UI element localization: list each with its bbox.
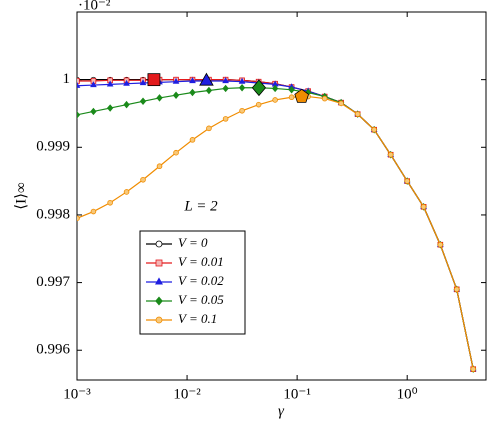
data-point [437,241,444,248]
legend-label: V = 0 [178,235,208,250]
data-point [106,80,114,87]
data-point [205,86,213,95]
data-point [189,88,196,97]
data-point [453,286,460,293]
data-point [139,79,147,86]
legend-label: V = 0.01 [178,254,224,269]
data-point [222,116,229,122]
highlight-point [199,72,214,86]
y-tick-label: 0.997 [36,274,70,290]
data-point [123,100,130,109]
legend-marker [155,240,163,248]
data-point [90,107,97,116]
data-point [156,94,163,102]
data-point [321,95,328,102]
data-point [189,77,196,84]
legend-marker [155,316,163,324]
x-tick-label: 10⁻³ [63,386,91,402]
data-point [107,199,113,206]
data-point [172,91,180,99]
data-point [90,81,97,88]
data-point [90,208,97,215]
data-point [206,125,212,132]
series-line [77,95,474,370]
y-multiplier: ·10⁻² [78,0,111,13]
data-point [288,86,295,94]
highlight-point [147,73,161,87]
data-point [271,84,279,93]
y-axis-label: ⟨I⟩∞ [13,182,29,209]
series-line [77,79,474,370]
data-point [77,78,80,84]
plot-frame [76,11,487,381]
data-point [404,178,410,184]
data-point [139,97,147,106]
highlight-point [251,79,267,97]
legend-marker [155,277,163,285]
y-tick-label: 0.998 [36,206,70,222]
data-point [123,79,130,86]
legend: V = 0 V = 0.01 V = 0.02 V = 0.05 V = 0.1 [139,230,246,335]
data-point [106,104,114,112]
data-point [338,100,344,107]
data-point [255,101,262,108]
data-point [77,215,80,222]
x-tick-label: 10⁻¹ [283,386,310,402]
x-axis-label: γ [278,403,285,419]
data-point [189,137,196,143]
series-line [77,87,474,370]
data-point [222,77,229,84]
data-point [371,126,377,133]
series-line [77,80,474,370]
data-point [470,366,477,372]
data-point [173,149,179,156]
x-tick-label: 10⁻² [173,386,201,402]
annotation: L = 2 [183,198,218,214]
data-point [77,111,81,119]
data-point [156,163,163,170]
legend-marker [155,296,163,306]
data-point [140,176,146,183]
legend-label: V = 0.1 [178,311,217,326]
x-tick-label: 10⁰ [397,386,418,402]
legend-label: V = 0.02 [178,273,224,288]
data-point [123,189,130,195]
data-point [77,81,81,88]
data-point [238,84,246,92]
y-tick-label: 1 [63,71,71,87]
legend-label: V = 0.05 [178,292,224,307]
data-point [238,77,246,84]
data-point [172,77,180,84]
data-point [288,94,295,101]
data-point [420,204,427,210]
y-tick-label: 0.996 [36,342,70,358]
data-point [222,84,229,93]
plot-area [77,72,477,373]
legend-marker [155,259,163,267]
data-point [239,107,245,114]
highlight-point [294,88,310,103]
data-point [354,111,361,117]
data-point [272,97,278,103]
data-point [387,151,394,158]
y-tick-label: 0.999 [36,139,70,155]
series-line [77,79,474,370]
